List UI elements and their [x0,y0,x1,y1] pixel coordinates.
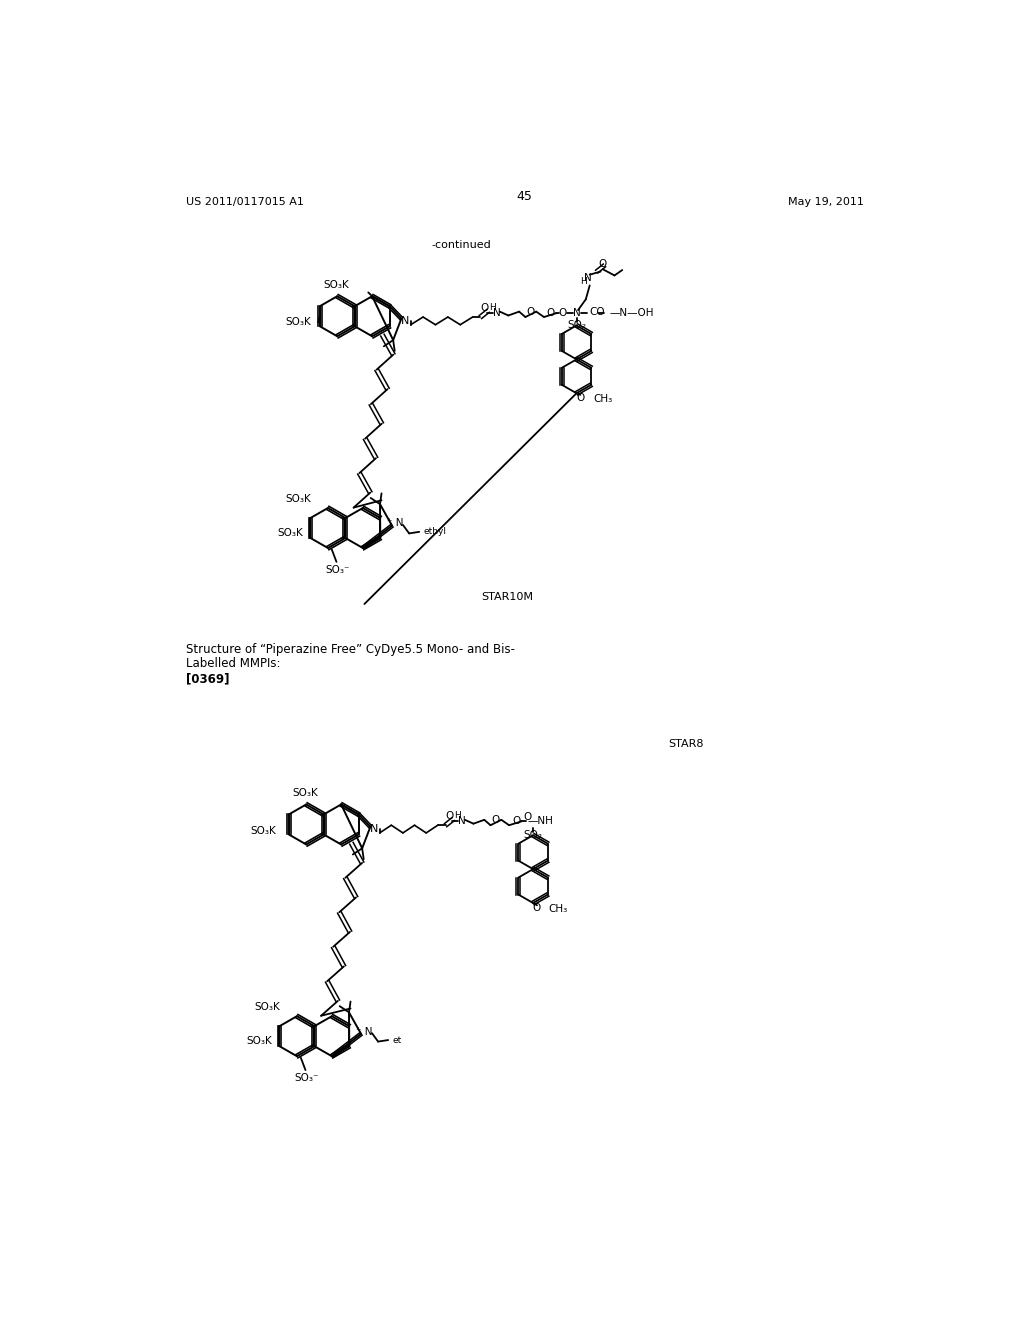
Text: ⁺ N: ⁺ N [387,519,403,528]
Text: O: O [532,903,541,912]
Text: SO₂: SO₂ [567,321,586,330]
Text: O: O [558,308,566,318]
Text: H: H [581,277,587,286]
Text: —N—OH: —N—OH [609,308,653,318]
Text: N: N [458,816,466,826]
Text: O: O [577,393,585,403]
Text: O: O [445,810,454,821]
Text: N: N [401,315,410,326]
Text: SO₂: SO₂ [523,830,543,841]
Text: SO₃K: SO₃K [324,280,349,289]
Text: CH₃: CH₃ [549,904,568,915]
Text: SO₃K: SO₃K [286,317,311,327]
Text: -continued: -continued [431,240,492,249]
Text: H: H [489,302,497,312]
Text: O: O [526,306,535,317]
Text: CO: CO [589,306,604,317]
Text: ⁺ N: ⁺ N [356,1027,373,1036]
Text: SO₃K: SO₃K [285,494,311,504]
Text: O: O [512,816,520,826]
Text: STAR8: STAR8 [669,739,703,748]
Text: STAR10M: STAR10M [481,593,534,602]
Text: ethyl: ethyl [423,528,446,536]
Text: SO₃K: SO₃K [254,1002,280,1012]
Text: [0369]: [0369] [186,673,229,686]
Text: O: O [492,814,500,825]
Text: N: N [572,308,581,318]
Text: US 2011/0117015 A1: US 2011/0117015 A1 [186,197,304,206]
Text: SO₃⁻: SO₃⁻ [295,1073,319,1082]
Text: O: O [480,302,488,313]
Text: 45: 45 [517,190,532,203]
Text: N: N [585,273,592,282]
Text: CH₃: CH₃ [594,395,612,404]
Text: O: O [547,308,555,318]
Text: SO₃K: SO₃K [278,528,303,537]
Text: N: N [370,824,379,834]
Text: May 19, 2011: May 19, 2011 [788,197,864,206]
Text: SO₃⁻: SO₃⁻ [326,565,350,574]
Text: O: O [523,812,531,822]
Text: Labelled MMPIs:: Labelled MMPIs: [186,657,281,671]
Text: SO₃K: SO₃K [292,788,318,797]
Text: Structure of “Piperazine Free” CyDye5.5 Mono- and Bis-: Structure of “Piperazine Free” CyDye5.5 … [186,644,515,656]
Text: N: N [493,308,501,318]
Text: SO₃K: SO₃K [251,825,276,836]
Text: SO₃K: SO₃K [246,1036,271,1045]
Text: —NH: —NH [527,816,554,826]
Text: H: H [455,810,462,820]
Text: O: O [599,259,607,269]
Text: et: et [392,1036,401,1044]
